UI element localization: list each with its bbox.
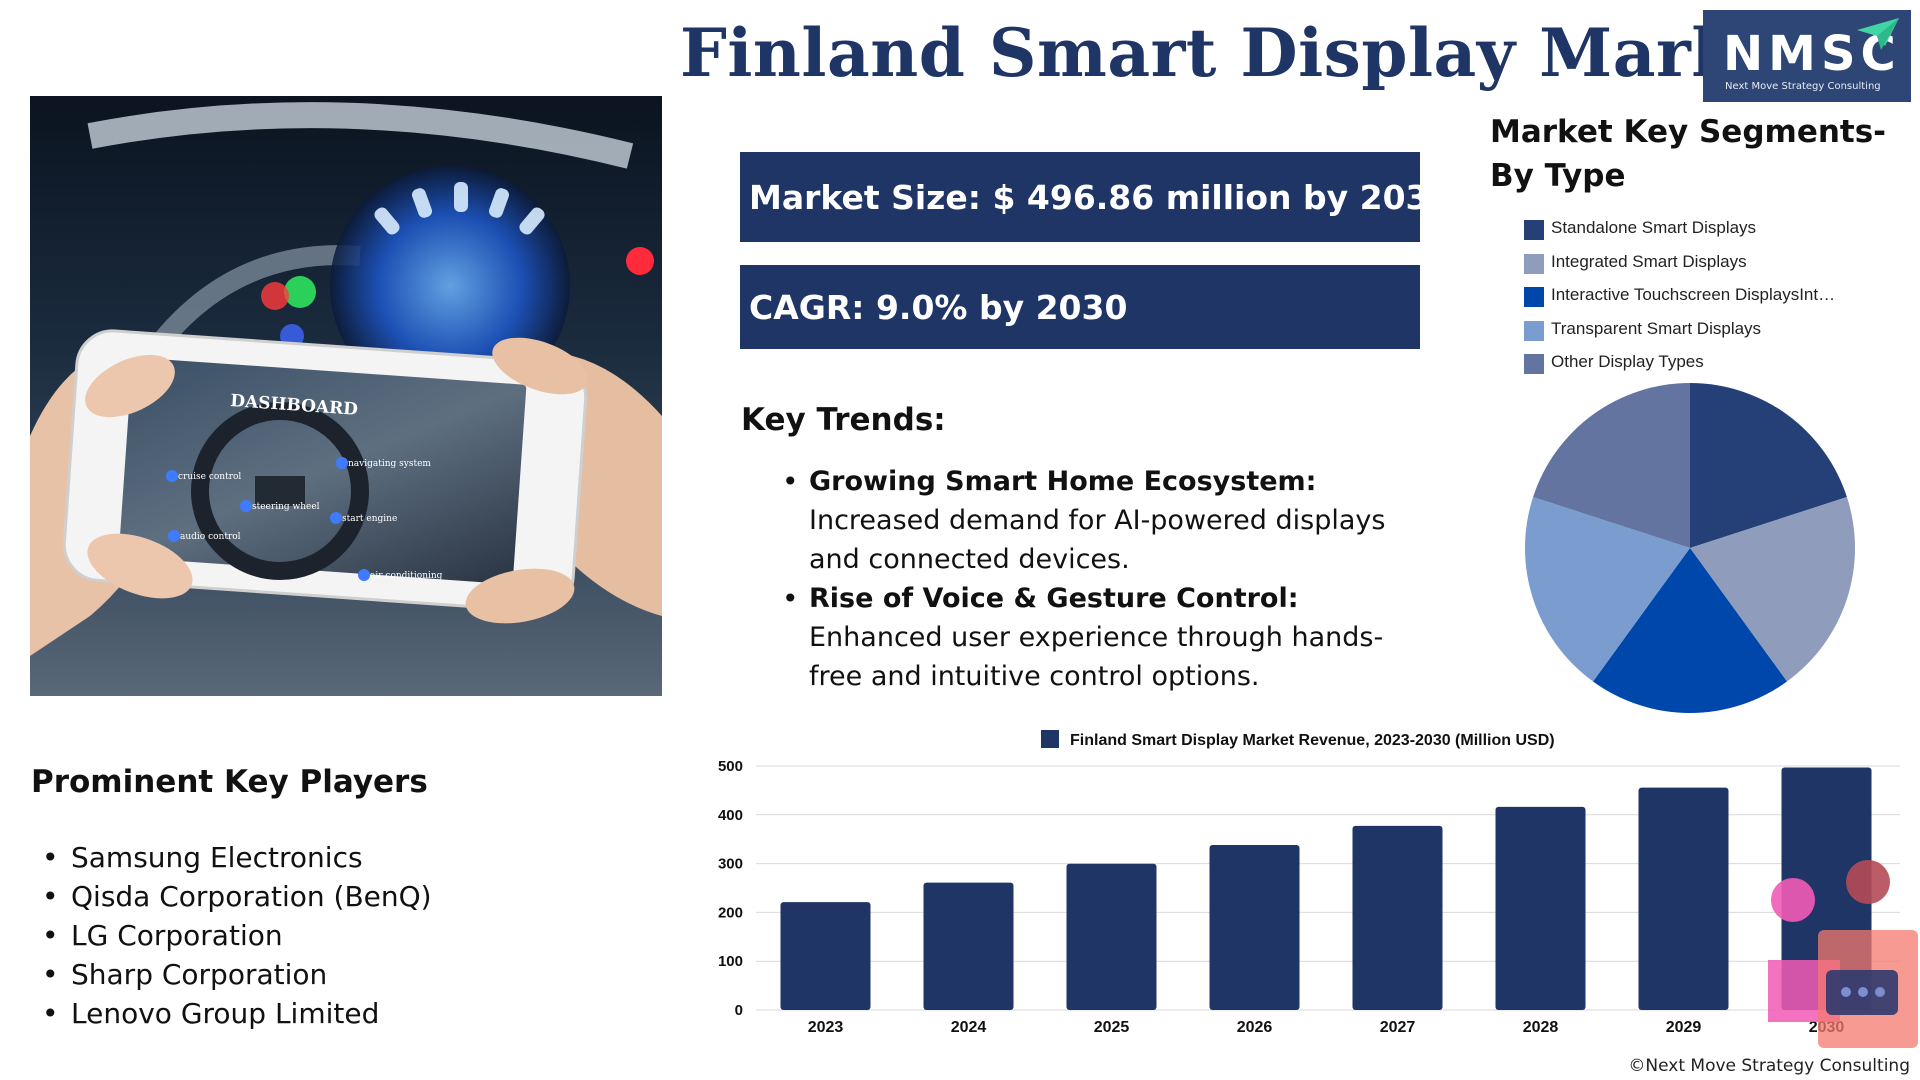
player-item: Samsung Electronics bbox=[42, 838, 432, 877]
copyright: ©Next Move Strategy Consulting bbox=[1628, 1056, 1910, 1076]
bar bbox=[1209, 844, 1300, 1010]
nmsc-logo: NMSC Next Move Strategy Consulting bbox=[1703, 10, 1911, 102]
pie-slice bbox=[1690, 497, 1855, 682]
pie-slice bbox=[1690, 383, 1847, 548]
legend-item: Standalone Smart Displays bbox=[1524, 218, 1835, 252]
logo-subtitle: Next Move Strategy Consulting bbox=[1725, 81, 1881, 92]
x-tick-label: 2025 bbox=[1094, 1019, 1130, 1036]
y-tick-label: 400 bbox=[718, 807, 743, 824]
legend-swatch bbox=[1524, 220, 1544, 240]
callout-audio-control: audio control bbox=[180, 532, 241, 542]
legend-label: Transparent Smart Displays bbox=[1551, 318, 1762, 338]
y-tick-label: 100 bbox=[718, 953, 743, 970]
trend-item: Growing Smart Home Ecosystem: Increased … bbox=[782, 462, 1422, 579]
pie-slice bbox=[1533, 383, 1690, 548]
legend-swatch bbox=[1524, 253, 1544, 274]
revenue-bar-chart: Finland Smart Display Market Revenue, 20… bbox=[718, 730, 1900, 1036]
bar-legend-swatch bbox=[1041, 730, 1059, 748]
key-players-list: Samsung Electronics Qisda Corporation (B… bbox=[42, 838, 432, 1033]
paper-plane-icon bbox=[1857, 18, 1899, 50]
trend-title: Rise of Voice & Gesture Control: bbox=[809, 583, 1299, 614]
bar bbox=[780, 902, 871, 1010]
segments-heading: Market Key Segments- By Type bbox=[1490, 114, 1887, 194]
legend-label: Interactive Touchscreen DisplaysInt… bbox=[1551, 285, 1836, 304]
hero-photo: DASHBOARD cruise control steering wheel … bbox=[30, 96, 662, 696]
legend-item: Interactive Touchscreen DisplaysInt… bbox=[1524, 285, 1835, 319]
page-title: Finland Smart Display Market bbox=[680, 14, 1811, 92]
player-item: Qisda Corporation (BenQ) bbox=[42, 877, 432, 916]
logo-text: NMSC bbox=[1723, 26, 1901, 82]
y-tick-label: 500 bbox=[718, 758, 743, 775]
legend-swatch bbox=[1524, 320, 1544, 341]
player-item: Lenovo Group Limited bbox=[42, 994, 432, 1033]
callout-navigating-system: navigating system bbox=[348, 459, 431, 469]
legend-label: Integrated Smart Displays bbox=[1551, 251, 1747, 271]
key-players-heading: Prominent Key Players bbox=[31, 764, 428, 800]
x-tick-label: 2026 bbox=[1237, 1019, 1273, 1036]
callout-air-conditioning: air conditioning bbox=[370, 571, 443, 581]
x-tick-label: 2029 bbox=[1666, 1019, 1702, 1036]
y-tick-label: 300 bbox=[718, 856, 743, 873]
pie-slice bbox=[1525, 497, 1690, 682]
x-tick-label: 2028 bbox=[1523, 1019, 1559, 1036]
market-size-banner: Market Size: $ 496.86 million by 2030 bbox=[740, 152, 1451, 242]
player-item: LG Corporation bbox=[42, 916, 432, 955]
bar bbox=[1495, 806, 1586, 1010]
trend-title: Growing Smart Home Ecosystem: bbox=[809, 466, 1317, 497]
key-trends-heading: Key Trends: bbox=[741, 402, 946, 438]
x-tick-label: 2024 bbox=[951, 1019, 987, 1036]
bar bbox=[1638, 787, 1729, 1010]
legend-label: Standalone Smart Displays bbox=[1551, 218, 1757, 237]
legend-swatch bbox=[1524, 287, 1544, 307]
callout-start-engine: start engine bbox=[342, 514, 397, 524]
decorative-shapes bbox=[1768, 860, 1918, 1048]
bar bbox=[1066, 863, 1157, 1010]
y-tick-label: 0 bbox=[735, 1002, 743, 1019]
player-item: Sharp Corporation bbox=[42, 955, 432, 994]
x-tick-label: 2023 bbox=[808, 1019, 844, 1036]
bar bbox=[1352, 825, 1443, 1010]
callout-steering-wheel: steering wheel bbox=[252, 502, 320, 512]
pie-slice bbox=[1593, 548, 1787, 713]
trend-text: Increased demand for AI-powered displays… bbox=[809, 505, 1386, 575]
x-tick-label: 2027 bbox=[1380, 1019, 1416, 1036]
car-dashboard-illustration: DASHBOARD cruise control steering wheel … bbox=[30, 102, 662, 656]
legend-label: Other Display Types bbox=[1551, 352, 1704, 371]
legend-item: Integrated Smart Displays bbox=[1524, 252, 1835, 286]
cagr-banner: CAGR: 9.0% by 2030 bbox=[740, 265, 1420, 349]
pie-chart bbox=[1525, 383, 1855, 713]
bar bbox=[923, 882, 1014, 1010]
callout-cruise-control: cruise control bbox=[178, 472, 241, 482]
legend-item: Transparent Smart Displays bbox=[1524, 319, 1835, 353]
pie-legend: Standalone Smart Displays Integrated Smar… bbox=[1524, 218, 1835, 386]
trend-text: Enhanced user experience through hands-f… bbox=[809, 622, 1384, 692]
trend-item: Rise of Voice & Gesture Control: Enhance… bbox=[782, 579, 1422, 696]
legend-swatch bbox=[1524, 354, 1544, 374]
bar-legend-label: Finland Smart Display Market Revenue, 20… bbox=[1070, 732, 1555, 749]
y-tick-label: 200 bbox=[718, 904, 743, 921]
legend-item: Other Display Types bbox=[1524, 352, 1835, 386]
key-trends-list: Growing Smart Home Ecosystem: Increased … bbox=[782, 462, 1422, 696]
